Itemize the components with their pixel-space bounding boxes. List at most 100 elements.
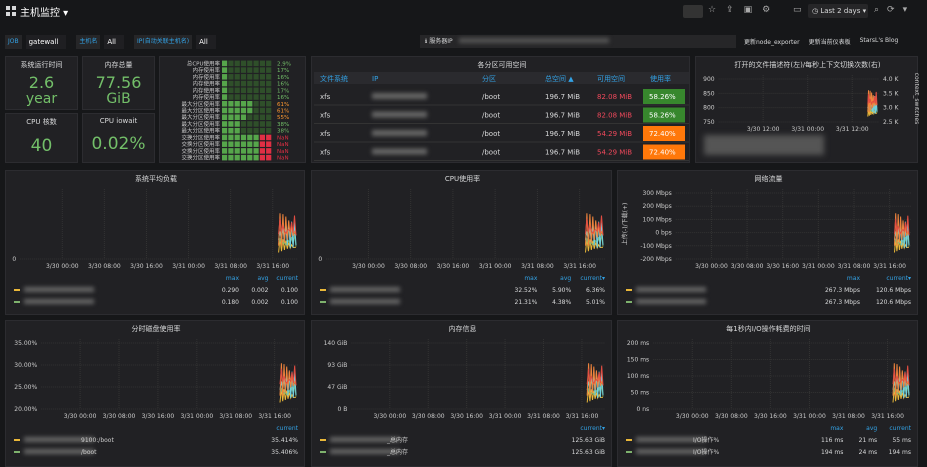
dashboard-title[interactable]: 主机监控 ▾ [20, 8, 69, 19]
gauge-cell [240, 80, 247, 87]
y2-axis-label: context_switches [913, 73, 919, 125]
gauge-cell [247, 67, 253, 73]
gauge-cell [266, 148, 272, 154]
series-line [867, 91, 878, 106]
x-tick-label: 3/31 16:00 [256, 263, 289, 270]
stat-title: 内存总量 [104, 61, 133, 69]
x-tick-label: 3/31 08:00 [521, 263, 554, 270]
zoom-refresh[interactable]: ⌕⟳▾ [874, 5, 916, 15]
grid-icon[interactable] [6, 6, 16, 16]
legend-value: 0.002 [251, 299, 268, 306]
x-tick-label: 3/31 00:00 [181, 413, 214, 420]
x-tick-label: 3/31 00:00 [172, 263, 205, 270]
link[interactable]: 更新当前仪表板 [808, 39, 851, 46]
table-cell: xfs [320, 149, 331, 157]
gauge-cell [228, 94, 234, 100]
gauge-cell [247, 107, 253, 114]
toolbar-icons[interactable]: ☆⇪▣⚙ ▭ [708, 5, 812, 15]
x-tick-label: 3/30 00:00 [352, 263, 385, 270]
gauge-cell [259, 154, 265, 161]
legend-swatch [14, 289, 20, 291]
variable-value[interactable]: gatewall [25, 35, 67, 49]
panel: 总CPU使用率 2.9% 内存使用率 17% 内存使用率 16% 内存使用率 16% 内存使用率… [159, 56, 306, 163]
gauge-cell [266, 134, 272, 141]
panel: 每1秒内I/O操作耗费的时间 200 ms 150 ms 100 ms 50 ms 0 n… [617, 320, 918, 467]
gauge-cell [259, 67, 265, 73]
gauge-cell [253, 60, 259, 67]
gauge-value: 17% [277, 68, 289, 74]
x-tick-label: 3/31 16:00 [873, 263, 906, 270]
x-tick-label: 3/31 00:00 [479, 263, 512, 270]
y-tick-label: -100 Mbps [640, 243, 671, 250]
variables: JOB gatewall 主机名 All IP(自动关联主机名) All [5, 35, 222, 49]
x-tick-label: 3/31 00:00 [793, 413, 826, 420]
table-cell: 82.08 MiB [597, 93, 632, 101]
table-cell: 82.08 MiB [597, 112, 632, 120]
table-header: IP [372, 75, 378, 83]
stat-value-box: 2.6 year [6, 75, 77, 107]
graph-svg: 网络流量 300 Mbps 200 Mbps 100 Mbps 0 bps -100 Mb… [621, 174, 911, 306]
gauge-label: 最大分区使用率 [181, 127, 220, 135]
link[interactable]: 更新node_exporter [744, 39, 800, 46]
y2-tick-label: 3.0 K [883, 105, 899, 112]
panel: 分时磁盘使用率 35.00% 30.00% 25.00% 20.00% 3/30 00:0… [5, 320, 305, 467]
legend-header: avg [257, 275, 268, 282]
panel-title: 打开的文件描述符(左)/每秒上下文切换次数(右) [734, 60, 881, 69]
legend-swatch [626, 439, 632, 441]
add-panel-button[interactable] [683, 5, 703, 18]
gauge-value: 2.9% [277, 61, 291, 67]
blurred-name [636, 449, 706, 454]
x-tick-label: 3/30 00:00 [676, 413, 709, 420]
panel-title: 系统平均负载 [135, 174, 177, 183]
table-cell: xfs [320, 112, 331, 120]
gauge-cell [259, 114, 265, 120]
gauge-cell [253, 154, 259, 161]
legend-value: 21 ms [859, 437, 878, 444]
gauge-cell [228, 127, 234, 134]
gauge-svg: 总CPU使用率 2.9% 内存使用率 17% 内存使用率 16% 内存使用率 16% 内存使用率… [181, 59, 291, 161]
variable-value[interactable]: All [196, 35, 216, 49]
time-range: Last 2 days [820, 7, 861, 15]
gauge-cell [228, 60, 234, 67]
table-header: 文件系统 [320, 74, 348, 83]
gauge-cell [259, 60, 265, 67]
gauge-cell [266, 154, 272, 161]
gauge-label: 内存使用率 [192, 86, 220, 94]
gauge-cell [240, 94, 247, 100]
legend-value: 24 ms [859, 449, 878, 456]
legend-value: 55 ms [892, 437, 911, 444]
stat-value: 0.02% [91, 134, 146, 154]
gauge-cell [259, 87, 265, 94]
gauge-value: 38% [277, 129, 289, 135]
variable-label: IP(自动关联主机名) [134, 35, 193, 49]
server-ip-label: 服务器IP [429, 38, 453, 45]
x-tick-label: 3/30 00:00 [373, 413, 406, 420]
panel: 各分区可用空间 文件系统 IP 分区 总空间 ▲ 可用空间 使用率 xfs/boot 196.7… [311, 56, 690, 163]
gauge-label: 交换分区使用率 [181, 133, 220, 141]
gauge-cell [266, 107, 272, 114]
legend-value: 5.90% [552, 287, 571, 294]
panel: CPU 核数 40 [5, 113, 78, 163]
gauge-cell [234, 154, 240, 161]
link[interactable]: StarsL's Blog [859, 37, 899, 44]
x-tick-label: 3/30 16:00 [754, 413, 787, 420]
legend-swatch [14, 301, 20, 303]
gauge-cell [240, 67, 247, 73]
gauge-cell [240, 101, 247, 107]
gauge-cell [222, 148, 228, 154]
legend-header: avg [866, 425, 877, 432]
graph-svg: 打开的文件描述符(左)/每秒上下文切换次数(右) 900 850 800 750 4.0 … [703, 60, 920, 155]
gauge-cell [222, 141, 228, 147]
y-tick-label: 20.00% [14, 406, 37, 413]
gauge-cell [234, 148, 240, 154]
variable-label: JOB [5, 35, 22, 49]
gauge-cell [253, 101, 259, 107]
gauge-cell [259, 148, 265, 154]
time-picker[interactable]: ◷ Last 2 days ▾ [808, 4, 868, 18]
variable-value[interactable]: All [104, 35, 125, 49]
legend-name: I/O操作% [693, 436, 720, 444]
x-tick-label: 3/31 16:00 [871, 413, 904, 420]
blurred-name [330, 299, 400, 304]
legend-value: 125.63 GiB [572, 449, 605, 456]
gauge-cell [228, 121, 234, 127]
